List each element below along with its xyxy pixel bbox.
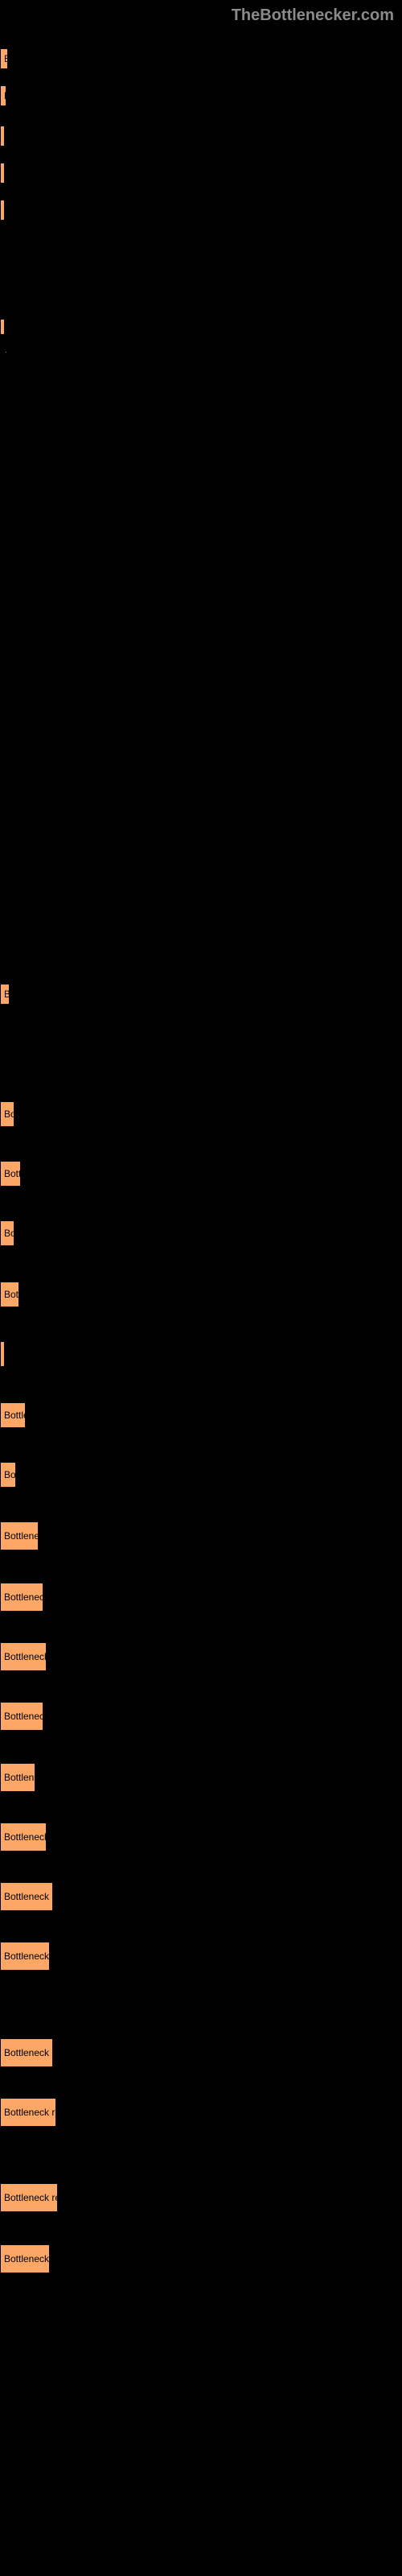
- bar: Bottleneck result: [0, 1882, 53, 1911]
- bar: Bottleneck result: [0, 2183, 58, 2212]
- bar: B: [0, 85, 6, 106]
- bar-label: Bo: [4, 1108, 14, 1120]
- bar-label: Bottleneck resu: [4, 1651, 47, 1662]
- bar-row: [0, 200, 5, 221]
- bar-row: Bottleneck resu: [0, 2244, 50, 2273]
- footer-mark: .: [5, 346, 7, 355]
- bar-row: Bot: [0, 1462, 16, 1488]
- bar-row: Bo: [0, 1220, 14, 1246]
- bar: Bottl: [0, 1282, 19, 1307]
- bar-label: Bottler: [4, 1168, 21, 1179]
- bar: Bottleneck result: [0, 2038, 53, 2067]
- bar-row: Bottleneck result: [0, 2038, 53, 2067]
- bar-label: Bottleneck result: [4, 2047, 53, 2058]
- bar-row: Bottleneck result: [0, 1882, 53, 1911]
- bar: Bottleneck re: [0, 1702, 43, 1731]
- bar-row: Bottleneck re: [0, 1702, 43, 1731]
- bar: Bo: [0, 1220, 14, 1246]
- bar: B: [0, 48, 8, 69]
- bar: Bottleneck resu: [0, 2244, 50, 2273]
- bar: Bo: [0, 1101, 14, 1127]
- bar: [0, 1341, 5, 1367]
- bar-row: Bo: [0, 1101, 14, 1127]
- bar-row: B: [0, 85, 6, 106]
- bar: Bottleneck resul: [0, 1942, 50, 1971]
- bar: Bottler: [0, 1161, 21, 1187]
- bar-label: B: [4, 53, 8, 64]
- bar: [0, 126, 5, 147]
- bar: Bottleneck resu: [0, 1642, 47, 1671]
- bar: Bottleneck resu: [0, 1823, 47, 1852]
- bar-row: B: [0, 984, 10, 1005]
- bar-row: Bottleneck resul: [0, 1942, 50, 1971]
- bar: Bottleneck result: [0, 2098, 56, 2127]
- bar-label: Bottleneck result: [4, 2192, 58, 2203]
- bar-row: [0, 319, 5, 335]
- bar-label: Bottleneck re: [4, 1591, 43, 1603]
- bar-row: Bottleneck result: [0, 2098, 56, 2127]
- bar-label: Bot: [4, 1469, 16, 1480]
- bar-row: [0, 126, 5, 147]
- bar: [0, 163, 5, 184]
- bar-label: Bottleneck result: [4, 1891, 53, 1902]
- bar-row: Bottleneck: [0, 1763, 35, 1792]
- bar-row: Bottleneck resu: [0, 1642, 47, 1671]
- bar: Bottlene: [0, 1402, 26, 1428]
- bar: Bottleneck r: [0, 1521, 39, 1550]
- bar-label: Bottleneck resu: [4, 2253, 50, 2264]
- bar-label: Bottleneck r: [4, 1530, 39, 1542]
- bar: [0, 200, 5, 221]
- bar: B: [0, 984, 10, 1005]
- bar-label: Bottl: [4, 1289, 19, 1300]
- bar-label: Bottleneck resul: [4, 1951, 50, 1962]
- bar-label: Bottleneck resu: [4, 1831, 47, 1843]
- watermark: TheBottlenecker.com: [232, 6, 394, 25]
- bar: Bottleneck: [0, 1763, 35, 1792]
- bar-row: Bottleneck resu: [0, 1823, 47, 1852]
- bar-row: Bottleneck r: [0, 1521, 39, 1550]
- bar-row: Bottl: [0, 1282, 19, 1307]
- bar-row: Bottleneck re: [0, 1583, 43, 1612]
- bar-label: Bo: [4, 1228, 14, 1239]
- bar: Bot: [0, 1462, 16, 1488]
- bar-label: Bottlene: [4, 1410, 26, 1421]
- bar-label: B: [4, 989, 10, 1000]
- bar-label: Bottleneck result: [4, 2107, 56, 2118]
- bar-row: [0, 163, 5, 184]
- bar-label: Bottleneck re: [4, 1711, 43, 1722]
- bar: [0, 319, 5, 335]
- bar-row: B: [0, 48, 8, 69]
- bar-row: Bottlene: [0, 1402, 26, 1428]
- bar-row: [0, 1341, 5, 1367]
- bar: Bottleneck re: [0, 1583, 43, 1612]
- bar-row: Bottler: [0, 1161, 21, 1187]
- bar-label: Bottleneck: [4, 1772, 35, 1783]
- bar-row: Bottleneck result: [0, 2183, 58, 2212]
- bar-label: B: [4, 90, 6, 101]
